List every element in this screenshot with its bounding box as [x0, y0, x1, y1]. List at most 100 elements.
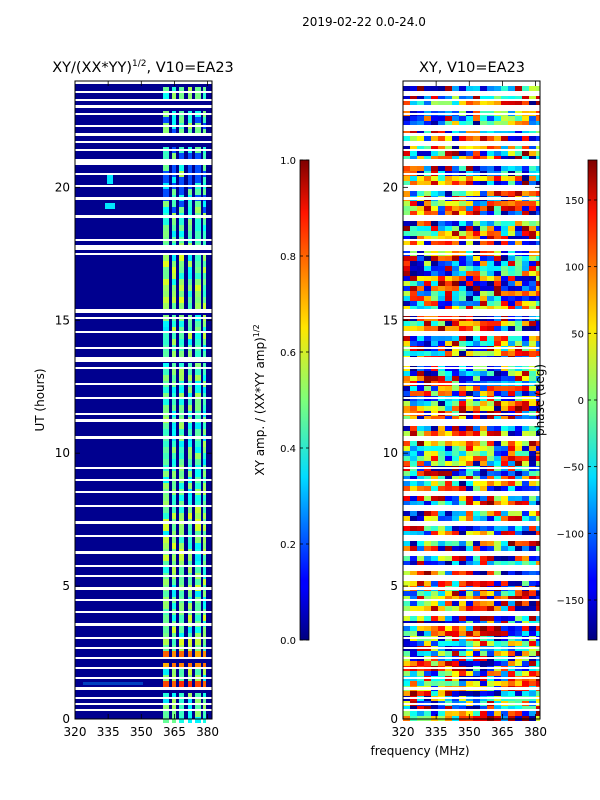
right-heatmap-cell: [445, 336, 452, 341]
left-heatmap-cell: [188, 501, 192, 507]
left-heatmap-cell: [203, 531, 206, 537]
left-heatmap-cell: [172, 711, 176, 717]
right-heatmap-cell: [403, 146, 410, 151]
right-heatmap-cell: [424, 516, 431, 521]
right-heatmap-gap: [403, 105, 540, 108]
right-heatmap-cell: [438, 226, 445, 231]
right-heatmap-cell: [459, 416, 466, 421]
left-heatmap-cell: [163, 261, 169, 267]
right-heatmap-cell: [501, 691, 508, 696]
right-heatmap-cell: [445, 651, 452, 656]
right-heatmap-cell: [445, 641, 452, 646]
right-heatmap-cell: [417, 321, 424, 326]
left-heatmap-cell: [203, 261, 206, 267]
left-heatmap-cell: [172, 321, 176, 327]
right-heatmap-cell: [452, 461, 459, 466]
left-heatmap-cell: [188, 327, 192, 333]
y-tick-label: 15: [383, 313, 398, 327]
right-heatmap-cell: [480, 511, 487, 516]
right-heatmap-cell: [410, 481, 417, 486]
right-heatmap-cell: [452, 651, 459, 656]
right-heatmap-cell: [487, 651, 494, 656]
left-heatmap-gap: [75, 491, 212, 493]
right-heatmap-cell: [466, 156, 473, 161]
left-heatmap-gap: [75, 215, 212, 218]
left-heatmap-cell: [188, 225, 192, 231]
right-heatmap-cell: [431, 631, 438, 636]
left-heatmap-cell: [179, 423, 184, 429]
right-heatmap-cell: [522, 446, 529, 451]
right-heatmap-cell: [529, 156, 536, 161]
right-heatmap-cell: [536, 241, 540, 246]
right-heatmap-cell: [438, 101, 445, 106]
right-heatmap-cell: [501, 591, 508, 596]
left-heatmap-cell: [195, 225, 201, 231]
right-heatmap-cell: [522, 416, 529, 421]
right-heatmap-cell: [459, 306, 466, 311]
right-heatmap-cell: [473, 661, 480, 666]
right-heatmap-cell: [529, 456, 536, 461]
right-heatmap-cell: [431, 416, 438, 421]
right-heatmap-cell: [473, 151, 480, 156]
right-heatmap-cell: [403, 166, 410, 171]
left-heatmap-cell: [179, 321, 184, 327]
right-heatmap-cell: [536, 601, 540, 606]
right-heatmap-cell: [459, 626, 466, 631]
right-heatmap-cell: [515, 291, 522, 296]
right-heatmap-cell: [501, 201, 508, 206]
right-heatmap-cell: [508, 96, 515, 101]
right-heatmap-cell: [459, 96, 466, 101]
right-heatmap-cell: [403, 321, 410, 326]
left-heatmap-cell: [163, 693, 169, 699]
right-heatmap-cell: [403, 86, 410, 91]
right-heatmap-cell: [487, 201, 494, 206]
right-heatmap-cell: [536, 146, 540, 151]
left-heatmap-cell: [172, 399, 176, 405]
right-heatmap-cell: [536, 416, 540, 421]
right-heatmap-cell: [466, 441, 473, 446]
right-heatmap-cell: [515, 176, 522, 181]
right-heatmap-cell: [424, 601, 431, 606]
right-heatmap-cell: [410, 541, 417, 546]
right-heatmap-gap: [403, 505, 540, 507]
left-heatmap-spike: [107, 174, 113, 184]
right-heatmap-cell: [410, 426, 417, 431]
right-heatmap-cell: [529, 116, 536, 121]
right-heatmap-cell: [536, 401, 540, 406]
right-heatmap-gap: [403, 383, 540, 385]
right-heatmap-cell: [501, 486, 508, 491]
right-heatmap-cell: [403, 181, 410, 186]
right-heatmap-cell: [522, 616, 529, 621]
left-heatmap-cell: [188, 495, 192, 501]
left-heatmap-gap: [75, 397, 212, 399]
right-heatmap-cell: [466, 606, 473, 611]
left-heatmap-cell: [179, 165, 184, 171]
right-heatmap-cell: [459, 116, 466, 121]
right-heatmap-cell: [494, 206, 501, 211]
right-heatmap-cell: [508, 481, 515, 486]
right-heatmap-cell: [466, 231, 473, 236]
right-heatmap-cell: [438, 326, 445, 331]
left-heatmap-cell: [188, 699, 192, 705]
right-heatmap-cell: [473, 121, 480, 126]
right-heatmap-gap: [403, 215, 540, 218]
right-heatmap-cell: [487, 461, 494, 466]
right-heatmap-cell: [536, 306, 540, 311]
right-heatmap-cell: [494, 221, 501, 226]
right-heatmap-cell: [438, 266, 445, 271]
right-heatmap-cell: [508, 471, 515, 476]
left-heatmap-cell: [203, 207, 206, 213]
right-heatmap-cell: [459, 181, 466, 186]
right-heatmap-cell: [438, 286, 445, 291]
right-heatmap-cell: [452, 201, 459, 206]
right-heatmap-cell: [515, 651, 522, 656]
left-heatmap-cell: [179, 615, 184, 621]
right-heatmap-cell: [473, 301, 480, 306]
right-heatmap-cell: [536, 116, 540, 121]
right-heatmap-cell: [459, 341, 466, 346]
right-heatmap-cell: [473, 336, 480, 341]
right-heatmap-cell: [403, 641, 410, 646]
right-heatmap-cell: [403, 226, 410, 231]
left-heatmap-cell: [195, 513, 201, 519]
right-heatmap-cell: [438, 461, 445, 466]
